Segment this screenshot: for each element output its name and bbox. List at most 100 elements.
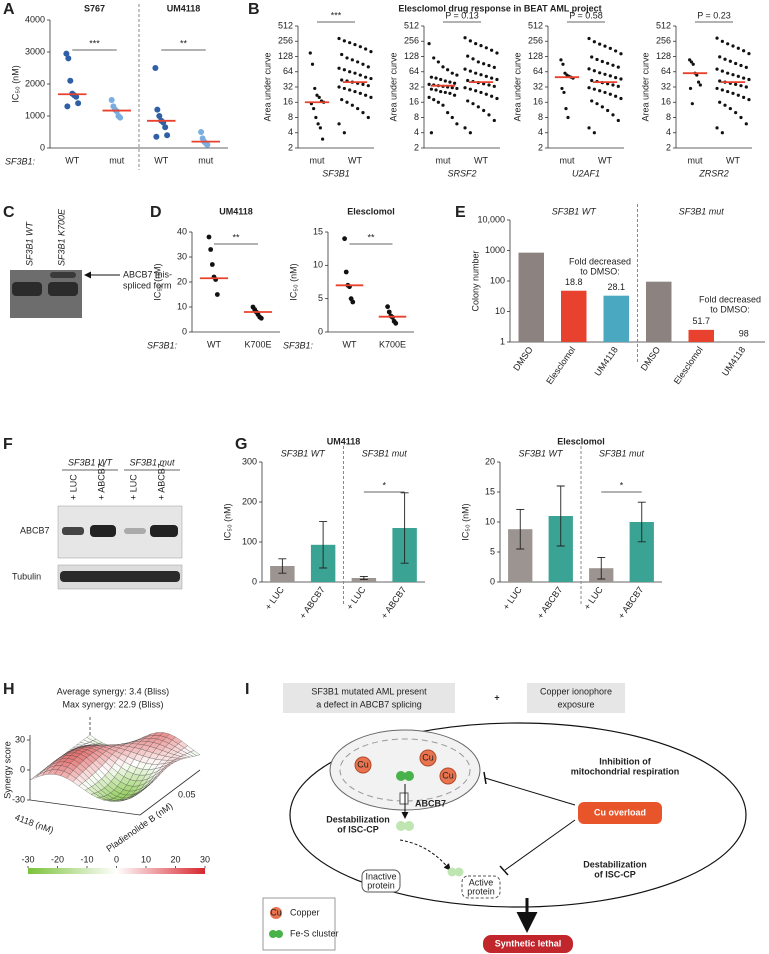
outcome: Synthetic lethal bbox=[495, 938, 562, 948]
legend-label: Copper bbox=[290, 907, 320, 917]
data-point bbox=[495, 77, 499, 82]
data-point bbox=[592, 87, 596, 91]
label: protein bbox=[467, 886, 495, 896]
data-point bbox=[739, 115, 743, 120]
panel-label: E bbox=[455, 204, 466, 221]
y-tick-label: 4 bbox=[288, 127, 293, 137]
y-axis-label: Area under curve bbox=[512, 52, 522, 121]
x-tick-label: K700E bbox=[244, 339, 271, 349]
data-point bbox=[67, 77, 74, 84]
y-tick-label: 8 bbox=[666, 112, 671, 122]
data-point bbox=[611, 83, 615, 87]
data-point bbox=[490, 94, 494, 98]
colorbar-tick-label: -30 bbox=[21, 854, 34, 864]
data-point bbox=[616, 65, 620, 69]
data-point bbox=[744, 85, 748, 89]
y-axis-label: IC₅₀ (nM) bbox=[288, 263, 298, 300]
data-point bbox=[452, 93, 457, 97]
y-tick-label: 15 bbox=[313, 226, 323, 236]
exposure: exposure bbox=[557, 699, 594, 709]
data-point bbox=[214, 292, 220, 297]
data-point bbox=[606, 108, 610, 113]
data-point bbox=[606, 82, 610, 86]
y-axis-label: IC₅₀ (nM) bbox=[222, 503, 232, 540]
surface-cell bbox=[133, 789, 144, 795]
data-point bbox=[463, 67, 467, 71]
data-point bbox=[364, 75, 368, 79]
data-point bbox=[361, 82, 365, 87]
data-point bbox=[718, 79, 722, 83]
data-point bbox=[723, 103, 727, 107]
data-point bbox=[728, 59, 732, 63]
x-tick-label: WT bbox=[207, 339, 221, 349]
data-point bbox=[446, 110, 450, 115]
data-point bbox=[313, 86, 317, 91]
y-tick-label: 256 bbox=[404, 36, 419, 46]
significance-label: *** bbox=[89, 38, 100, 48]
inhibition-bar bbox=[499, 865, 509, 876]
data-point bbox=[742, 95, 746, 99]
y-label: 4118 (nM) bbox=[14, 812, 55, 835]
data-point bbox=[560, 86, 564, 91]
data-point bbox=[742, 76, 746, 80]
x-tick-label: WT bbox=[343, 339, 357, 349]
data-point bbox=[587, 86, 591, 90]
fold-label: 18.8 bbox=[565, 277, 583, 287]
inhibition-line bbox=[504, 819, 576, 871]
data-point bbox=[739, 84, 743, 88]
legend bbox=[262, 897, 336, 951]
y-tick-label: 128 bbox=[278, 51, 293, 61]
data-point bbox=[744, 122, 748, 126]
copper-icon bbox=[354, 756, 372, 774]
data-point bbox=[490, 48, 494, 52]
data-point bbox=[718, 55, 722, 59]
data-point bbox=[434, 76, 438, 80]
y-axis-label: IC₅₀ (nM) bbox=[152, 263, 162, 300]
data-point bbox=[337, 66, 341, 70]
data-point bbox=[361, 62, 365, 66]
chart-title: Elesclomol bbox=[347, 206, 395, 216]
y-tick-label: 100 bbox=[490, 275, 505, 285]
data-point bbox=[310, 62, 315, 66]
panel-label: D bbox=[150, 204, 162, 221]
significance-label: * bbox=[382, 480, 386, 490]
data-point bbox=[590, 78, 594, 83]
data-point bbox=[432, 98, 436, 102]
data-point bbox=[691, 62, 695, 66]
data-point bbox=[450, 86, 454, 90]
arrow bbox=[399, 839, 451, 871]
data-point bbox=[619, 52, 623, 56]
data-point bbox=[734, 82, 738, 87]
data-point bbox=[474, 42, 478, 46]
x-tick-label: mut bbox=[435, 155, 451, 165]
data-point bbox=[742, 49, 746, 53]
data-point bbox=[342, 39, 346, 43]
y-tick-label: 16 bbox=[283, 97, 293, 107]
data-point bbox=[364, 93, 368, 97]
y-tick-label: 8 bbox=[414, 112, 419, 122]
data-point bbox=[495, 51, 499, 55]
band bbox=[48, 282, 78, 296]
data-point bbox=[63, 50, 70, 57]
data-point bbox=[348, 88, 352, 92]
data-point bbox=[358, 73, 362, 77]
y-tick-label: 64 bbox=[409, 66, 419, 76]
y-tick-label: 10 bbox=[495, 306, 505, 316]
data-point bbox=[364, 47, 368, 51]
data-point bbox=[468, 69, 472, 73]
data-point bbox=[317, 95, 321, 99]
data-point bbox=[487, 63, 491, 68]
y-tick-label: 2 bbox=[414, 142, 419, 152]
x-tick-label: + ABCB7 bbox=[297, 585, 326, 621]
data-point bbox=[366, 115, 370, 120]
box bbox=[461, 875, 501, 899]
group-title: SF3B1 WT bbox=[552, 206, 598, 216]
data-point bbox=[603, 72, 607, 76]
data-point bbox=[731, 91, 735, 95]
abcb7: ABCB7 bbox=[415, 798, 446, 808]
data-point bbox=[204, 141, 211, 148]
data-point bbox=[448, 91, 452, 95]
x-tick-label: WT bbox=[474, 155, 488, 165]
data-point bbox=[484, 74, 488, 78]
